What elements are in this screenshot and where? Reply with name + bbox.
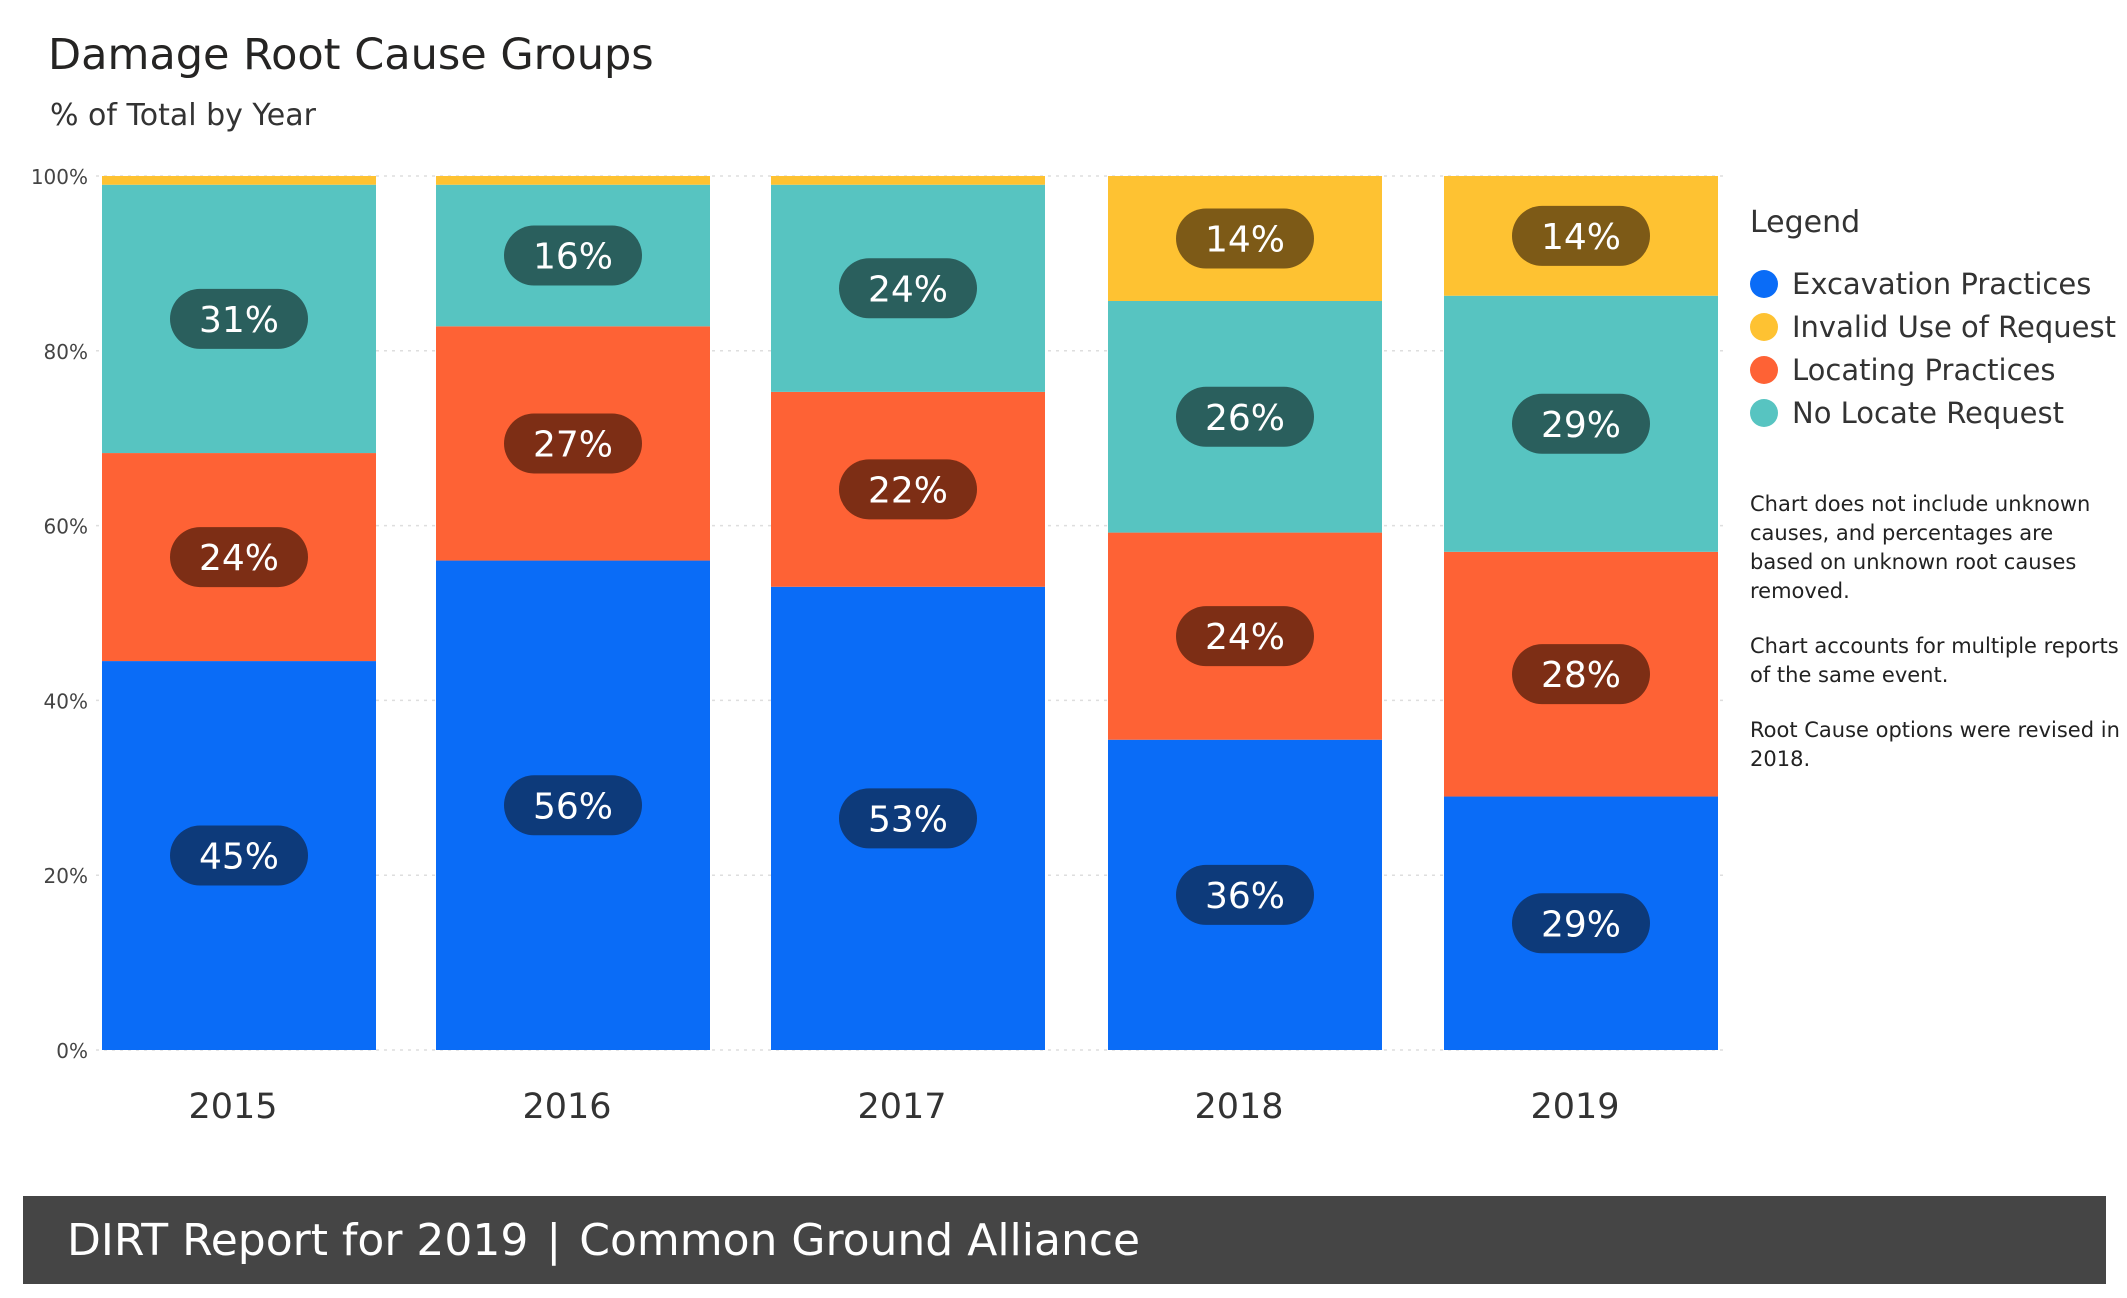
data-label: 31%: [199, 300, 279, 341]
data-label: 27%: [533, 424, 613, 465]
legend-item-locating-practices: Locating Practices: [1750, 348, 2110, 391]
data-label: 22%: [868, 470, 948, 511]
legend-label: Locating Practices: [1792, 352, 2056, 387]
note-unknown-causes: Chart does not include unknown causes, a…: [1750, 492, 2091, 603]
legend-label: Excavation Practices: [1792, 266, 2092, 301]
data-label-pill: [1512, 644, 1650, 705]
data-label-pill: [504, 225, 642, 286]
bar-segment: [771, 176, 1045, 185]
data-label-pill: [839, 459, 977, 520]
data-label-pill: [839, 788, 977, 849]
legend-dot-icon: [1750, 398, 1778, 427]
legend-label: Invalid Use of Request: [1792, 309, 2116, 344]
y-tick-label: 0%: [56, 1039, 88, 1063]
data-label-pill: [170, 288, 308, 349]
data-label-pill: [1176, 386, 1314, 447]
data-label-pill: [504, 413, 642, 474]
data-label-pill: [1512, 893, 1650, 954]
legend-dot-icon: [1750, 269, 1778, 298]
legend-title: Legend: [1750, 205, 1861, 240]
footer-text: DIRT Report for 2019 | Common Ground Allia…: [67, 1215, 1140, 1266]
data-label-pill: [1512, 205, 1650, 266]
data-label-pill: [1176, 606, 1314, 667]
note-multiple-reports: Chart accounts for multiple reports of t…: [1750, 634, 2119, 687]
y-tick-label: 20%: [44, 864, 88, 888]
x-tick-label: 2016: [522, 1087, 611, 1127]
footer-organization: Common Ground Alliance: [579, 1214, 1141, 1266]
data-label: 24%: [1205, 617, 1285, 658]
legend-dot-icon: [1750, 312, 1778, 341]
data-label: 26%: [1205, 398, 1285, 439]
data-label: 56%: [533, 786, 613, 827]
data-label: 28%: [1541, 655, 1621, 696]
y-tick-label: 40%: [44, 689, 88, 713]
data-label-pill: [1176, 208, 1314, 269]
data-label-pill: [504, 775, 642, 836]
data-label-pill: [839, 258, 977, 319]
footer-banner: DIRT Report for 2019 | Common Ground Allia…: [23, 1196, 2106, 1284]
bar-segment: [102, 176, 376, 185]
chart-subtitle: % of Total by Year: [50, 98, 316, 133]
y-tick-label: 80%: [44, 340, 88, 364]
x-tick-label: 2019: [1530, 1087, 1619, 1127]
data-label: 14%: [1205, 219, 1285, 260]
data-label-pill: [1512, 393, 1650, 454]
stacked-bar-chart: 0% 20% 40% 60% 80% 100% 45% 24% 31% 2015 56% 27% 16%…: [31, 165, 1725, 1127]
data-label: 36%: [1205, 876, 1285, 917]
legend-dot-icon: [1750, 355, 1778, 384]
data-label-pill: [170, 825, 308, 886]
x-tick-label: 2015: [188, 1087, 277, 1127]
data-label: 24%: [199, 538, 279, 579]
data-label: 24%: [868, 269, 948, 310]
y-tick-label: 100%: [31, 165, 88, 189]
x-tick-label: 2018: [1194, 1087, 1283, 1127]
data-label: 53%: [868, 799, 948, 840]
data-label: 14%: [1541, 217, 1621, 258]
data-label: 16%: [533, 237, 613, 278]
legend-item-invalid-use-of-request: Invalid Use of Request: [1750, 305, 2116, 348]
footer-separator: |: [546, 1214, 562, 1266]
chart-notes: Chart does not include unknown causes, a…: [1750, 490, 2120, 800]
note-root-cause-revision: Root Cause options were revised in 2018.: [1750, 718, 2120, 771]
legend-item-no-locate-request: No Locate Request: [1750, 391, 2110, 434]
bar-segment: [436, 176, 710, 185]
footer-report-name: DIRT Report for 2019: [67, 1214, 529, 1266]
data-label-pill: [1176, 864, 1314, 925]
chart-title: Damage Root Cause Groups: [48, 30, 654, 80]
data-label: 45%: [199, 837, 279, 878]
data-label-pill: [170, 527, 308, 588]
data-label: 29%: [1541, 405, 1621, 446]
y-tick-label: 60%: [44, 515, 88, 539]
x-tick-label: 2017: [857, 1087, 946, 1127]
legend-label: No Locate Request: [1792, 395, 2064, 430]
legend-item-excavation-practices: Excavation Practices: [1750, 262, 2110, 305]
legend: Legend Excavation Practices Invalid Use …: [1750, 205, 2116, 434]
data-label: 29%: [1541, 904, 1621, 945]
